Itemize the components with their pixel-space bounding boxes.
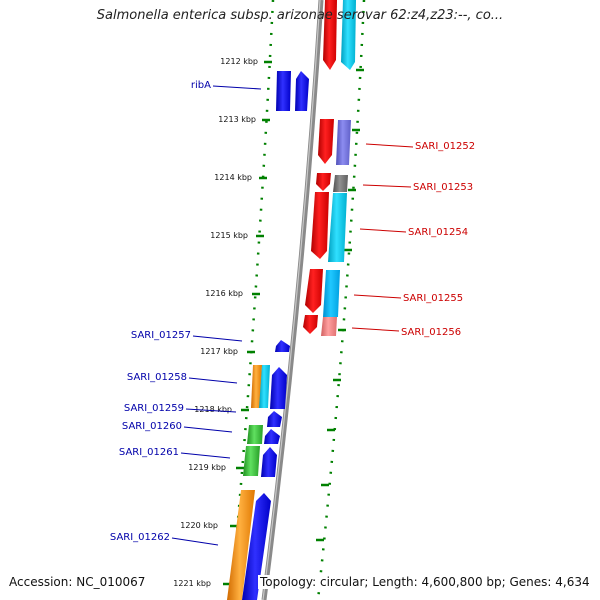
gene-feature-green[interactable] <box>243 446 260 476</box>
gene-label[interactable]: SARI_01262 <box>110 532 170 543</box>
gene-feature-reverse[interactable] <box>316 173 331 191</box>
gene-label[interactable]: SARI_01257 <box>131 330 191 341</box>
left-gene-labels: ribA SARI_01257 SARI_01258 SARI_01259 SA… <box>110 80 262 546</box>
forward-genes <box>227 340 290 600</box>
gene-feature-reverse[interactable] <box>305 269 323 313</box>
scale-label: 1215 kbp <box>210 231 248 240</box>
top-features <box>323 0 356 70</box>
gene-feature-cyan[interactable] <box>341 0 356 70</box>
gene-feature-purple[interactable] <box>336 120 351 165</box>
scale-label: 1216 kbp <box>205 289 243 298</box>
gene-label[interactable]: SARI_01252 <box>415 141 475 152</box>
gene-feature-cyan[interactable] <box>259 365 270 408</box>
outer-ring-right <box>316 0 366 600</box>
scale-label: 1217 kbp <box>200 347 238 356</box>
scale-label: 1212 kbp <box>220 57 258 66</box>
gene-label[interactable]: SARI_01254 <box>408 227 468 238</box>
gene-label[interactable]: SARI_01255 <box>403 293 463 304</box>
scale-labels: 1212 kbp 1213 kbp 1214 kbp 1215 kbp 1216… <box>173 57 258 588</box>
scale-label: 1221 kbp <box>173 579 211 588</box>
gene-feature-reverse[interactable] <box>318 119 334 164</box>
gene-feature-forward[interactable] <box>261 447 277 477</box>
gene-feature-forward[interactable] <box>242 493 271 600</box>
gene-feature-reverse[interactable] <box>323 0 337 70</box>
gene-feature-forward[interactable] <box>295 71 309 111</box>
accession-label: Accession: NC_010067 <box>9 575 146 589</box>
scale-label: 1219 kbp <box>188 463 226 472</box>
gene-feature-forward[interactable] <box>264 429 280 444</box>
scale-label: 1218 kbp <box>194 405 232 414</box>
gene-feature-green[interactable] <box>247 425 263 444</box>
gene-feature-reverse[interactable] <box>311 192 329 259</box>
gene-feature-forward[interactable] <box>267 411 282 427</box>
gene-feature-pink[interactable] <box>321 317 337 336</box>
gene-feature-forward[interactable] <box>275 340 290 352</box>
gene-feature-orange[interactable] <box>227 490 255 600</box>
genome-title: Salmonella enterica subsp. arizonae sero… <box>96 8 504 23</box>
gene-label[interactable]: ribA <box>191 80 211 91</box>
gene-label[interactable]: SARI_01261 <box>119 447 179 458</box>
gene-label[interactable]: SARI_01259 <box>124 403 184 414</box>
gene-feature-cyan[interactable] <box>328 193 347 262</box>
ribA-genes <box>276 71 309 111</box>
genome-summary: Topology: circular; Length: 4,600,800 bp… <box>258 575 590 589</box>
gene-feature-forward[interactable] <box>270 367 287 409</box>
gene-label[interactable]: SARI_01258 <box>127 372 187 383</box>
genome-backbone <box>261 0 324 600</box>
gene-feature-gray[interactable] <box>333 175 348 192</box>
gene-feature-forward[interactable] <box>276 71 291 111</box>
gene-feature-orange[interactable] <box>251 365 262 408</box>
gene-label[interactable]: SARI_01256 <box>401 327 461 338</box>
genome-backbone-highlight <box>262 0 321 600</box>
scale-label: 1220 kbp <box>180 521 218 530</box>
gene-feature-cyan[interactable] <box>323 270 340 317</box>
right-gene-labels: SARI_01252 SARI_01253 SARI_01254 SARI_01… <box>351 141 475 338</box>
gene-label[interactable]: SARI_01260 <box>122 421 182 432</box>
scale-label: 1213 kbp <box>218 115 256 124</box>
gene-label[interactable]: SARI_01253 <box>413 182 473 193</box>
gene-feature-reverse[interactable] <box>303 315 318 334</box>
scale-label: 1214 kbp <box>214 173 252 182</box>
reverse-genes <box>303 119 351 336</box>
scale-ticks-right <box>316 68 364 542</box>
